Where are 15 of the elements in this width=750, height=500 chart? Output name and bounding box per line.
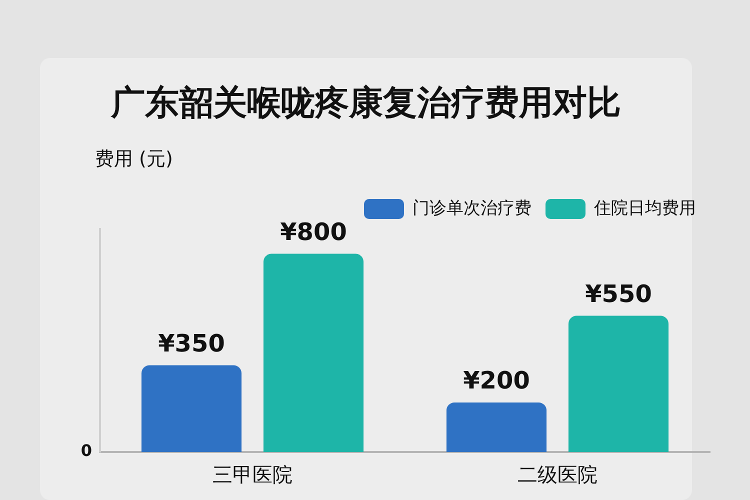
bar [263, 254, 364, 452]
data-label: ¥800 [280, 218, 347, 246]
x-tick-label: 二级医院 [518, 464, 598, 487]
bar [446, 402, 547, 452]
data-label: ¥350 [158, 330, 225, 358]
chart-title: 广东韶关喉咙疼康复治疗费用对比 [110, 82, 622, 125]
legend-label: 门诊单次治疗费 [412, 198, 532, 218]
y-axis-title: 费用 (元) [95, 147, 173, 172]
bar [141, 365, 242, 452]
text: 0 [80, 441, 92, 460]
x-tick-label: 三甲医院 [212, 464, 292, 487]
bar [568, 316, 669, 452]
legend-label: 住院日均费用 [593, 198, 696, 218]
data-label: ¥200 [463, 366, 530, 395]
data-label: ¥550 [585, 280, 652, 308]
